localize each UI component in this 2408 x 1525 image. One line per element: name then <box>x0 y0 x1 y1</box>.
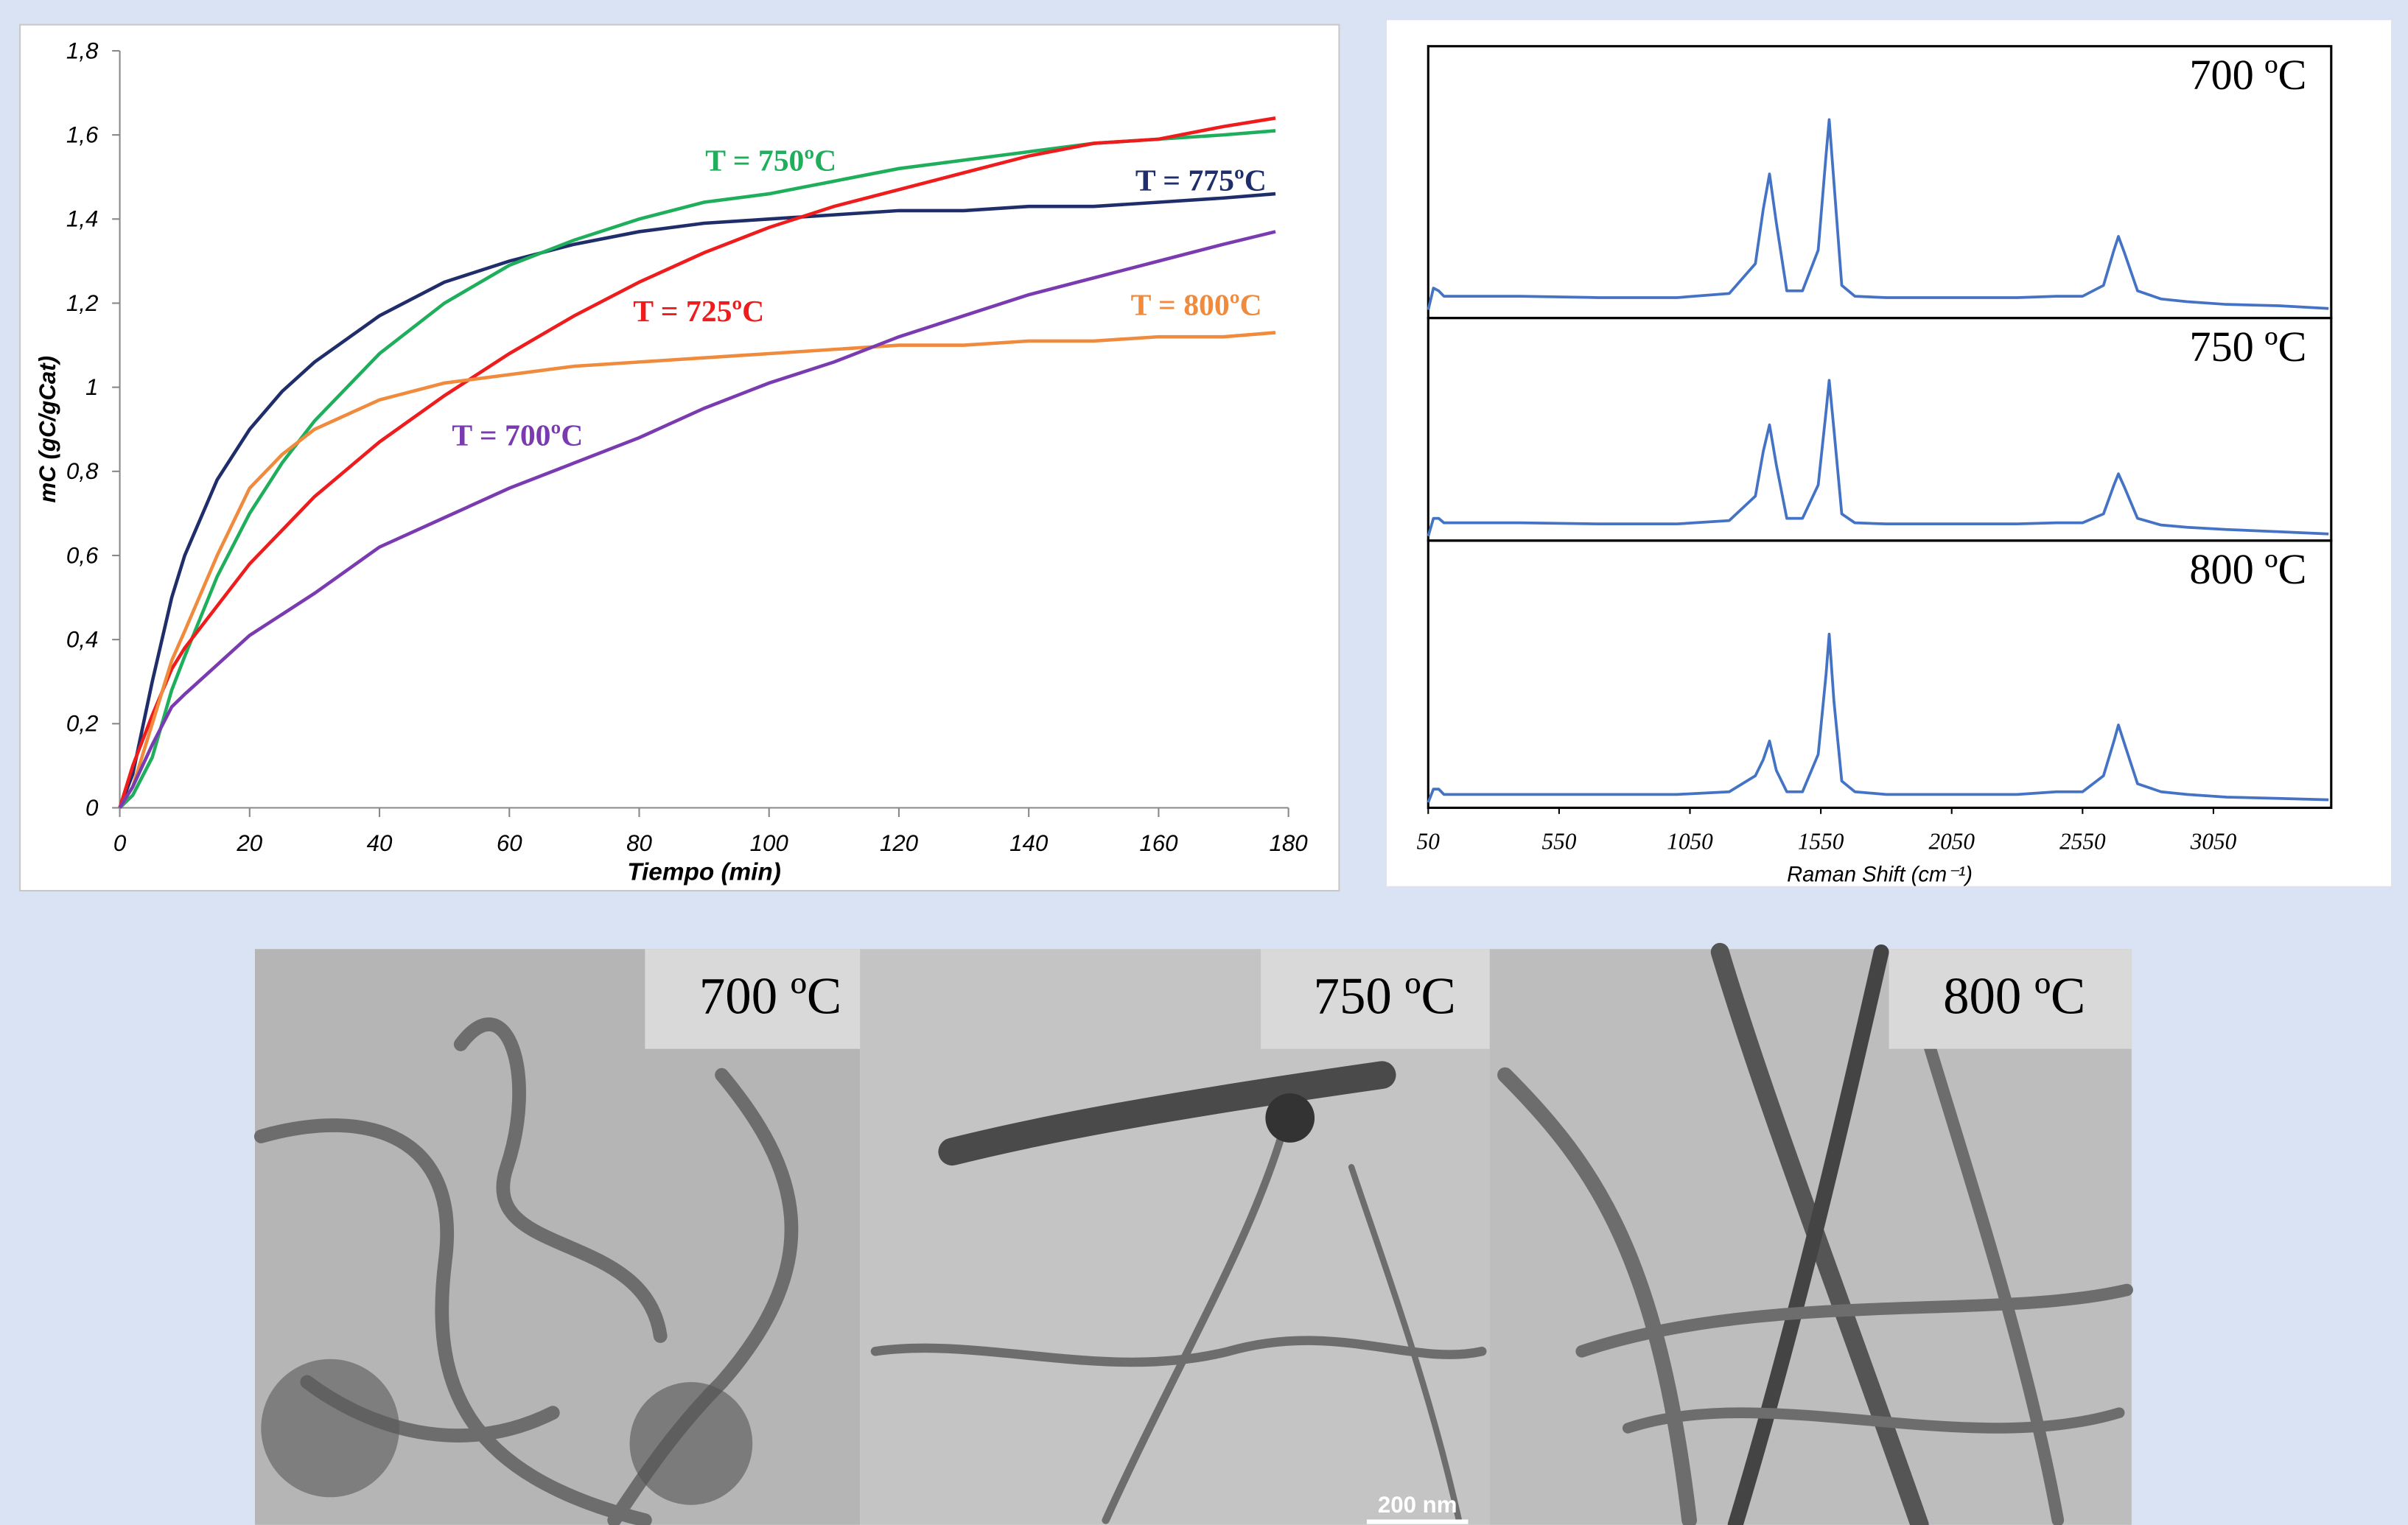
micrograph-label: 700 ºC <box>699 968 841 1026</box>
x-tick-label: 140 <box>1009 830 1049 856</box>
x-axis-label: Raman Shift (cm⁻¹) <box>1787 863 1973 887</box>
x-tick-label: 120 <box>880 830 919 856</box>
y-tick-label: 0,8 <box>66 458 99 484</box>
y-tick-label: 1,8 <box>66 38 99 63</box>
x-tick-label: 550 <box>1541 829 1576 855</box>
x-tick-label: 100 <box>750 830 789 856</box>
panel-label: 750 ºC <box>2189 323 2306 371</box>
scale-bar-label: 200 nm <box>1378 1492 1457 1518</box>
x-tick-label: 2050 <box>1928 829 1975 855</box>
y-axis-label: mC (gC/gCat) <box>35 356 60 503</box>
x-tick-label: 40 <box>367 830 393 856</box>
y-tick-label: 1,4 <box>66 206 98 232</box>
x-tick-label: 2550 <box>2059 829 2106 855</box>
x-tick-label: 80 <box>626 830 652 856</box>
page: 0 0,2 0,4 0,6 0,8 1 1,2 1,4 1,6 1,8 0 20 40 60 80 100 12… <box>0 0 2408 1525</box>
micrograph-label: 800 ºC <box>1943 968 2085 1026</box>
y-tick-label: 0,4 <box>66 627 98 653</box>
y-tick-label: 1,2 <box>66 290 98 316</box>
raman-panel <box>1387 20 2391 886</box>
y-tick-label: 1 <box>85 374 98 400</box>
x-tick-label: 3050 <box>2190 829 2237 855</box>
x-tick-label: 20 <box>236 830 262 856</box>
x-tick-label: 50 <box>1417 829 1441 855</box>
x-tick-label: 1550 <box>1798 829 1844 855</box>
particle <box>1265 1093 1315 1143</box>
x-tick-label: 160 <box>1139 830 1178 856</box>
panel-label: 700 ºC <box>2189 51 2306 99</box>
y-tick-label: 0,2 <box>66 711 98 737</box>
line-chart-panel <box>20 25 1339 891</box>
x-tick-label: 60 <box>497 830 522 856</box>
figure: 0 0,2 0,4 0,6 0,8 1 1,2 1,4 1,6 1,8 0 20 40 60 80 100 12… <box>0 0 2408 1525</box>
y-tick-label: 0 <box>85 795 99 821</box>
series-label: T = 775ºC <box>1135 164 1267 198</box>
series-label: T = 700ºC <box>452 419 583 453</box>
y-tick-label: 1,6 <box>66 122 99 148</box>
x-tick-label: 180 <box>1270 830 1309 856</box>
particle-cluster <box>261 1359 399 1498</box>
panel-label: 800 ºC <box>2189 545 2306 593</box>
series-label: T = 725ºC <box>633 295 764 329</box>
micrograph-label: 750 ºC <box>1314 968 1456 1026</box>
series-label: T = 750ºC <box>705 144 836 178</box>
micrographs: 700 ºC 750 ºC 800 ºC 200 nm <box>255 949 2132 1525</box>
x-tick-label: 0 <box>113 830 127 856</box>
series-label: T = 800ºC <box>1131 288 1262 322</box>
y-tick-label: 0,6 <box>66 542 99 568</box>
x-tick-label: 1050 <box>1667 829 1713 855</box>
particle-cluster <box>630 1382 753 1505</box>
x-axis-label: Tiempo (min) <box>627 858 781 886</box>
